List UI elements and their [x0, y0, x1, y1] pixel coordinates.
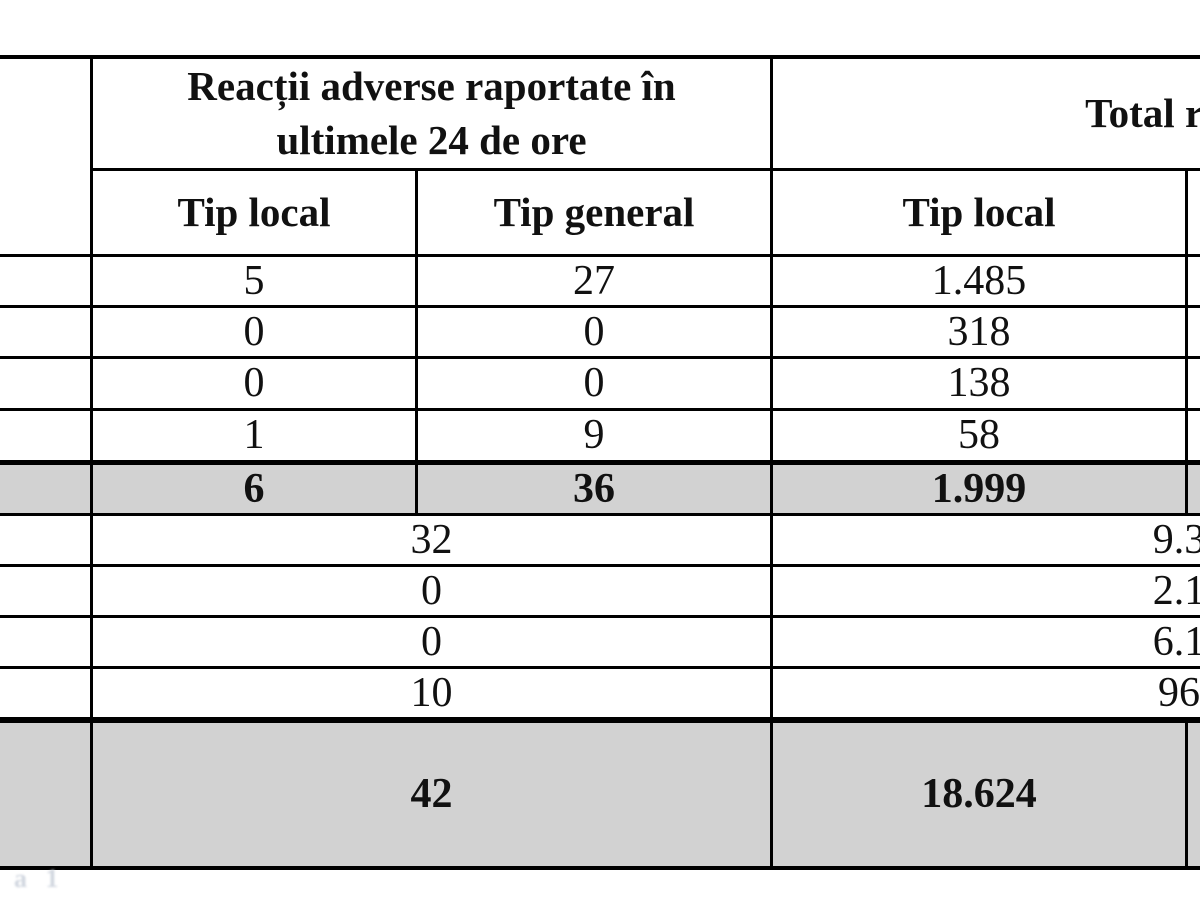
cell-total-local: 318 — [770, 304, 1188, 359]
table-row: 5 27 1.485 — [0, 253, 1200, 308]
merged-total-value: 96 — [769, 665, 1200, 721]
subtotal-last24-general: 36 — [415, 459, 773, 516]
merged-row: 10 96 — [0, 665, 1200, 721]
subheader-cut-column — [1184, 167, 1200, 257]
table-row: 0 0 138 — [0, 355, 1200, 411]
merged-total-value: 9.3 — [769, 512, 1200, 567]
footer-ghost-artifact: a 1 — [14, 864, 65, 893]
subtotal-last24-local: 6 — [90, 459, 418, 516]
merged-total-value: 6.1 — [769, 614, 1200, 669]
cell-cut-column — [1184, 304, 1200, 359]
grand-total-row: , 42 18.624 — [0, 716, 1200, 870]
row-label-cell — [0, 512, 93, 567]
cell-cut-column — [1184, 716, 1200, 870]
merged-last24-value: 10 — [90, 665, 773, 721]
row-label-column-header — [0, 55, 93, 257]
subheader-total-tip-local: Tip local — [770, 167, 1188, 257]
header-last24-line2: ultimele 24 de ore — [276, 117, 587, 164]
grand-total-last24: 42 — [90, 716, 773, 870]
row-label-cell — [0, 665, 93, 721]
subheader-last24-tip-general: Tip general — [415, 167, 773, 257]
subtotal-total-local: 1.999 — [770, 459, 1188, 516]
header-total-group: Total reacț — [769, 55, 1200, 171]
row-label-cell — [0, 459, 93, 516]
header-last24-line1: Reacții adverse raportate în — [187, 63, 676, 110]
subheader-last24-tip-local: Tip local — [90, 167, 418, 257]
grand-total-total-local: 18.624 — [770, 716, 1188, 870]
cell-last24-general: 0 — [415, 304, 773, 359]
row-label-cell — [0, 407, 93, 464]
cell-last24-local: 5 — [90, 253, 418, 308]
subtotal-row: 6 36 1.999 — [0, 459, 1200, 516]
grand-total-label-fragment: , — [0, 716, 93, 870]
merged-row: 0 6.1 — [0, 614, 1200, 669]
merged-row: 0 2.1 — [0, 563, 1200, 618]
cell-cut-column — [1184, 459, 1200, 516]
merged-last24-value: 0 — [90, 614, 773, 669]
table-row: 1 9 58 — [0, 407, 1200, 464]
row-label-cell — [0, 563, 93, 618]
cell-last24-general: 27 — [415, 253, 773, 308]
cell-last24-general: 9 — [415, 407, 773, 464]
adverse-reactions-table: Reacții adverse raportate în ultimele 24… — [0, 55, 1200, 870]
cell-last24-local: 1 — [90, 407, 418, 464]
cell-last24-local: 0 — [90, 355, 418, 411]
cell-total-local: 58 — [770, 407, 1188, 464]
row-label-cell — [0, 304, 93, 359]
row-label-cell — [0, 355, 93, 411]
table-row: 0 0 318 — [0, 304, 1200, 359]
merged-last24-value: 32 — [90, 512, 773, 567]
merged-last24-value: 0 — [90, 563, 773, 618]
cell-total-local: 1.485 — [770, 253, 1188, 308]
cell-cut-column — [1184, 355, 1200, 411]
cell-cut-column — [1184, 253, 1200, 308]
cell-last24-local: 0 — [90, 304, 418, 359]
row-label-cell — [0, 253, 93, 308]
sub-header-row: Tip local Tip general Tip local — [0, 167, 1200, 257]
merged-total-value: 2.1 — [769, 563, 1200, 618]
cell-last24-general: 0 — [415, 355, 773, 411]
merged-row: 32 9.3 — [0, 512, 1200, 567]
header-last24-group: Reacții adverse raportate în ultimele 24… — [90, 55, 773, 171]
cell-total-local: 138 — [770, 355, 1188, 411]
group-header-row: Reacții adverse raportate în ultimele 24… — [0, 55, 1200, 257]
row-label-cell — [0, 614, 93, 669]
cell-cut-column — [1184, 407, 1200, 464]
